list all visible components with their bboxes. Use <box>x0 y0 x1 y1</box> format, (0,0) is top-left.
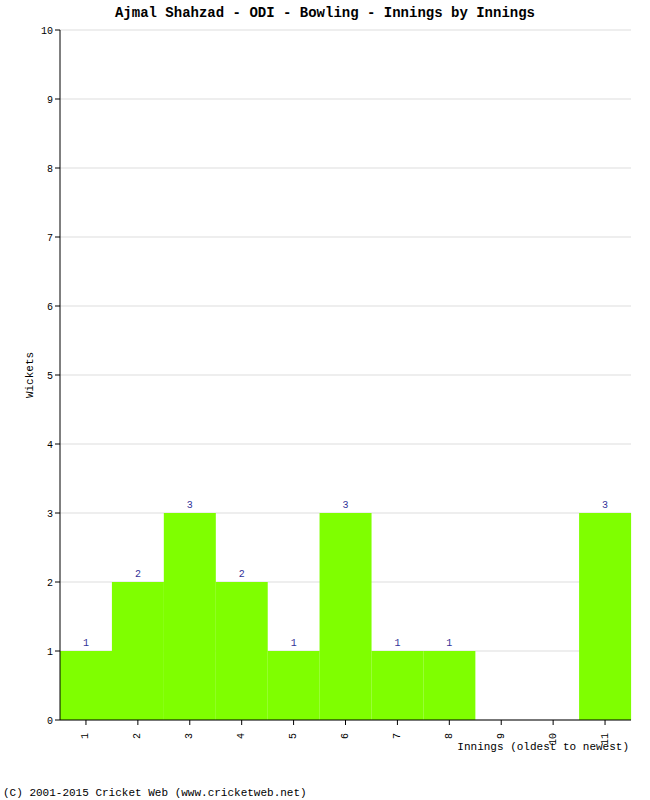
svg-text:(C) 2001-2015 Cricket Web (www: (C) 2001-2015 Cricket Web (www.cricketwe… <box>8 787 307 799</box>
svg-text:8: 8 <box>47 164 53 175</box>
svg-text:Innings (oldest to newest): Innings (oldest to newest) <box>457 741 629 753</box>
svg-text:6: 6 <box>340 733 351 739</box>
svg-text:1: 1 <box>394 638 400 649</box>
svg-text:10: 10 <box>41 26 53 37</box>
svg-text:4: 4 <box>236 733 247 739</box>
svg-text:5: 5 <box>288 733 299 739</box>
svg-text:0: 0 <box>47 716 53 727</box>
svg-text:Wickets: Wickets <box>24 352 36 398</box>
svg-text:2: 2 <box>239 569 245 580</box>
svg-text:2: 2 <box>132 733 143 739</box>
svg-text:2: 2 <box>47 578 53 589</box>
svg-text:6: 6 <box>47 302 53 313</box>
svg-text:9: 9 <box>47 95 53 106</box>
svg-text:1: 1 <box>80 733 91 739</box>
svg-text:3: 3 <box>47 509 53 520</box>
svg-text:3: 3 <box>184 733 195 739</box>
svg-text:9: 9 <box>496 733 507 739</box>
svg-text:8: 8 <box>444 733 455 739</box>
svg-text:Ajmal Shahzad - ODI - Bowling: Ajmal Shahzad - ODI - Bowling - Innings … <box>115 5 535 21</box>
svg-text:1: 1 <box>83 638 89 649</box>
svg-text:11: 11 <box>600 733 611 745</box>
svg-text:5: 5 <box>47 371 53 382</box>
svg-text:7: 7 <box>392 733 403 739</box>
svg-text:10: 10 <box>548 733 559 745</box>
svg-text:1: 1 <box>446 638 452 649</box>
svg-text:4: 4 <box>47 440 53 451</box>
svg-text:3: 3 <box>187 500 193 511</box>
svg-text:3: 3 <box>602 500 608 511</box>
svg-text:7: 7 <box>47 233 53 244</box>
svg-text:2: 2 <box>135 569 141 580</box>
svg-text:1: 1 <box>47 647 53 658</box>
svg-text:3: 3 <box>343 500 349 511</box>
svg-text:1: 1 <box>291 638 297 649</box>
